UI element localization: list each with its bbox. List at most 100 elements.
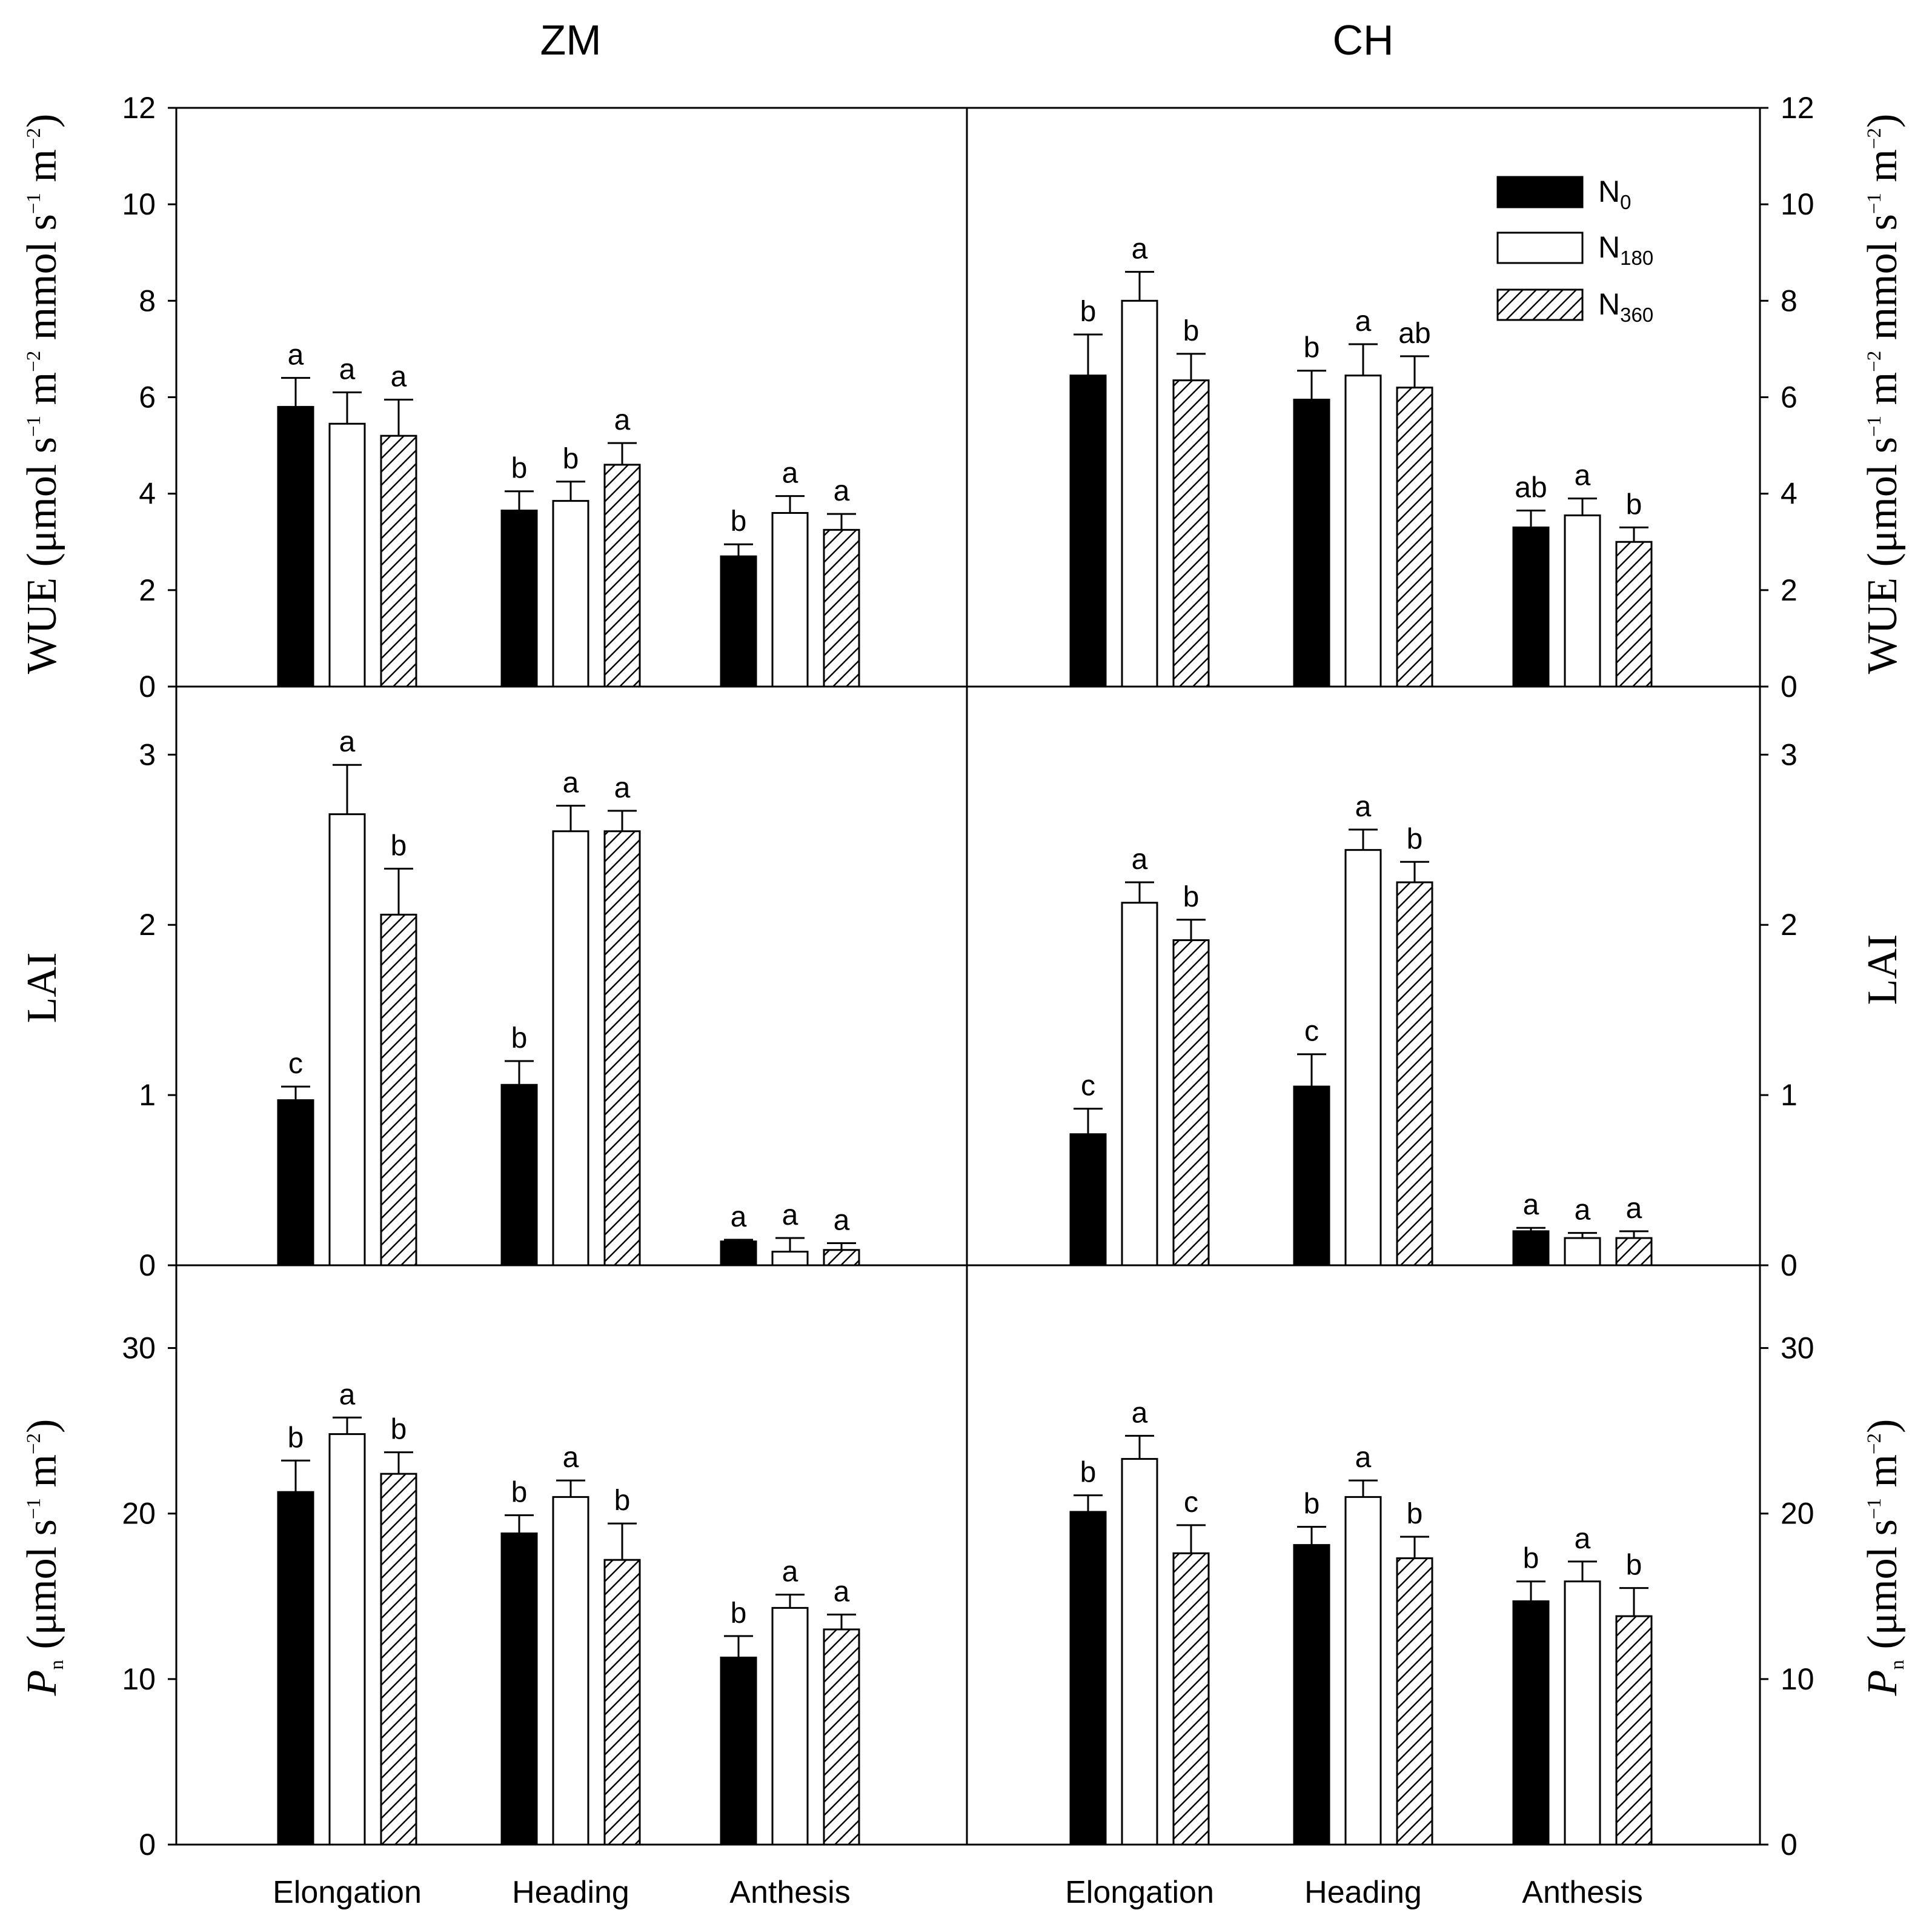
significance-letter-lai-ch-0-2: b <box>1183 881 1200 913</box>
tick-label-right-wue-5: 10 <box>1781 187 1814 221</box>
tick-label-left-wue-0: 0 <box>139 670 156 704</box>
significance-letter-wue-zm-1-2: a <box>614 404 631 436</box>
bar-lai-ch-0-2 <box>1172 939 1210 1266</box>
bar-wue-zm-2-1 <box>771 512 809 688</box>
significance-letter-pn-ch-1-1: a <box>1355 1442 1372 1474</box>
bar-lai-zm-2-0 <box>720 1240 757 1266</box>
bar-pn-ch-1-1 <box>1344 1496 1382 1846</box>
tick-label-left-pn-1: 10 <box>122 1662 156 1696</box>
tick-label-left-wue-1: 2 <box>139 573 156 607</box>
y-axis-label-pn-right: Pn (μmol s−1 m−2) <box>1859 1419 1908 1697</box>
bar-wue-zm-0-1 <box>328 422 366 688</box>
y-axis-label-lai-right: LAI <box>1859 934 1906 1005</box>
significance-letter-lai-zm-1-0: b <box>511 1022 528 1054</box>
category-label-ch-anthesis: Anthesis <box>1522 1875 1642 1910</box>
category-labels: Elongation Heading Anthesis Elongation H… <box>273 1875 1643 1910</box>
tick-label-right-lai-3: 3 <box>1781 737 1798 771</box>
significance-letter-wue-zm-1-0: b <box>511 453 528 485</box>
significance-letter-pn-ch-0-2: c <box>1184 1486 1198 1519</box>
tick-label-left-wue-6: 12 <box>122 91 156 125</box>
tick-label-right-wue-6: 12 <box>1781 91 1814 125</box>
bar-lai-zm-1-1 <box>552 830 589 1266</box>
significance-letter-pn-ch-2-0: b <box>1523 1543 1539 1575</box>
category-label-zm-elongation: Elongation <box>273 1875 422 1910</box>
category-label-zm-anthesis: Anthesis <box>729 1875 850 1910</box>
significance-letter-lai-ch-1-1: a <box>1355 791 1372 823</box>
tick-label-right-wue-4: 8 <box>1781 284 1798 318</box>
significance-letter-wue-zm-0-2: a <box>391 361 407 393</box>
significance-letter-wue-ch-2-0: ab <box>1515 472 1547 504</box>
category-label-zm-heading: Heading <box>512 1875 629 1910</box>
legend-swatch-n360 <box>1496 288 1584 321</box>
bar-wue-zm-0-0 <box>277 405 314 688</box>
significance-letter-pn-zm-1-0: b <box>511 1476 528 1508</box>
significance-letter-pn-zm-2-1: a <box>782 1556 798 1588</box>
bar-wue-zm-1-2 <box>603 464 641 688</box>
significance-letter-lai-ch-1-2: b <box>1407 823 1423 855</box>
bar-pn-ch-2-1 <box>1564 1580 1601 1846</box>
tick-label-left-pn-0: 0 <box>139 1828 156 1862</box>
significance-letter-pn-zm-0-0: b <box>288 1422 304 1454</box>
tick-label-left-lai-1: 1 <box>139 1078 156 1112</box>
bar-wue-ch-0-1 <box>1121 299 1158 688</box>
bar-wue-zm-1-0 <box>500 510 538 688</box>
tick-label-left-pn-2: 20 <box>122 1497 156 1531</box>
significance-letter-wue-ch-1-1: a <box>1355 305 1372 338</box>
panel-title-zm: ZM <box>540 16 601 64</box>
bar-wue-zm-0-2 <box>380 434 417 688</box>
significance-letter-pn-zm-0-2: b <box>391 1414 407 1446</box>
bar-lai-ch-2-2 <box>1615 1237 1653 1266</box>
bar-wue-ch-1-0 <box>1293 398 1330 688</box>
tick-label-right-wue-1: 2 <box>1781 573 1798 607</box>
significance-letter-lai-ch-0-1: a <box>1132 844 1148 876</box>
panel-title-ch: CH <box>1332 16 1393 64</box>
bar-wue-zm-2-0 <box>720 555 757 688</box>
bar-lai-zm-2-1 <box>771 1251 809 1266</box>
bar-lai-ch-1-2 <box>1396 881 1433 1266</box>
bar-lai-zm-2-2 <box>823 1249 860 1266</box>
bar-pn-zm-1-2 <box>603 1559 641 1846</box>
category-label-ch-heading: Heading <box>1304 1875 1422 1910</box>
significance-letter-wue-zm-2-2: a <box>834 475 850 507</box>
plot-frame <box>175 107 1761 1846</box>
significance-letter-pn-ch-2-2: b <box>1626 1549 1642 1582</box>
tick-label-left-lai-0: 0 <box>139 1248 156 1282</box>
tick-label-right-pn-3: 30 <box>1781 1331 1814 1365</box>
significance-letter-lai-zm-0-0: c <box>288 1048 303 1080</box>
legend-label-n0: N0 <box>1598 175 1631 213</box>
tick-label-left-wue-4: 8 <box>139 284 156 318</box>
tick-label-left-wue-5: 10 <box>122 187 156 221</box>
significance-letter-pn-ch-2-1: a <box>1575 1523 1591 1555</box>
bar-pn-ch-1-2 <box>1396 1557 1433 1846</box>
bar-wue-ch-0-2 <box>1172 379 1210 688</box>
bar-wue-zm-1-1 <box>552 500 589 688</box>
significance-letter-lai-zm-0-2: b <box>391 830 407 862</box>
significance-letter-lai-zm-1-2: a <box>614 772 631 804</box>
category-label-ch-elongation: Elongation <box>1065 1875 1214 1910</box>
bar-lai-ch-2-0 <box>1512 1230 1550 1266</box>
significance-letter-pn-zm-2-2: a <box>834 1576 850 1608</box>
bar-pn-zm-1-1 <box>552 1496 589 1846</box>
significance-letter-pn-zm-1-2: b <box>614 1485 631 1517</box>
significance-letter-lai-ch-2-1: a <box>1575 1194 1591 1226</box>
y-axis-label-lai-left: LAI <box>19 953 65 1023</box>
significance-letter-lai-ch-2-0: a <box>1523 1189 1539 1221</box>
tick-label-right-lai-2: 2 <box>1781 908 1798 942</box>
tick-label-left-lai-3: 3 <box>139 737 156 771</box>
significance-letter-wue-zm-1-1: b <box>563 443 579 475</box>
bar-lai-ch-1-0 <box>1293 1085 1330 1266</box>
tick-label-right-lai-0: 0 <box>1781 1248 1798 1282</box>
bar-wue-ch-2-1 <box>1564 514 1601 688</box>
significance-letter-lai-zm-2-1: a <box>782 1199 798 1231</box>
bar-lai-zm-1-0 <box>500 1083 538 1266</box>
bar-lai-zm-0-2 <box>380 913 417 1266</box>
legend-label-n180: N180 <box>1598 230 1653 269</box>
significance-letter-lai-zm-2-2: a <box>834 1204 850 1236</box>
tick-label-left-wue-3: 6 <box>139 381 156 414</box>
legend-label-n360: N360 <box>1598 287 1653 326</box>
bar-pn-ch-2-0 <box>1512 1600 1550 1846</box>
significance-letter-wue-ch-0-1: a <box>1132 233 1148 265</box>
significance-letter-wue-zm-2-0: b <box>731 505 747 537</box>
